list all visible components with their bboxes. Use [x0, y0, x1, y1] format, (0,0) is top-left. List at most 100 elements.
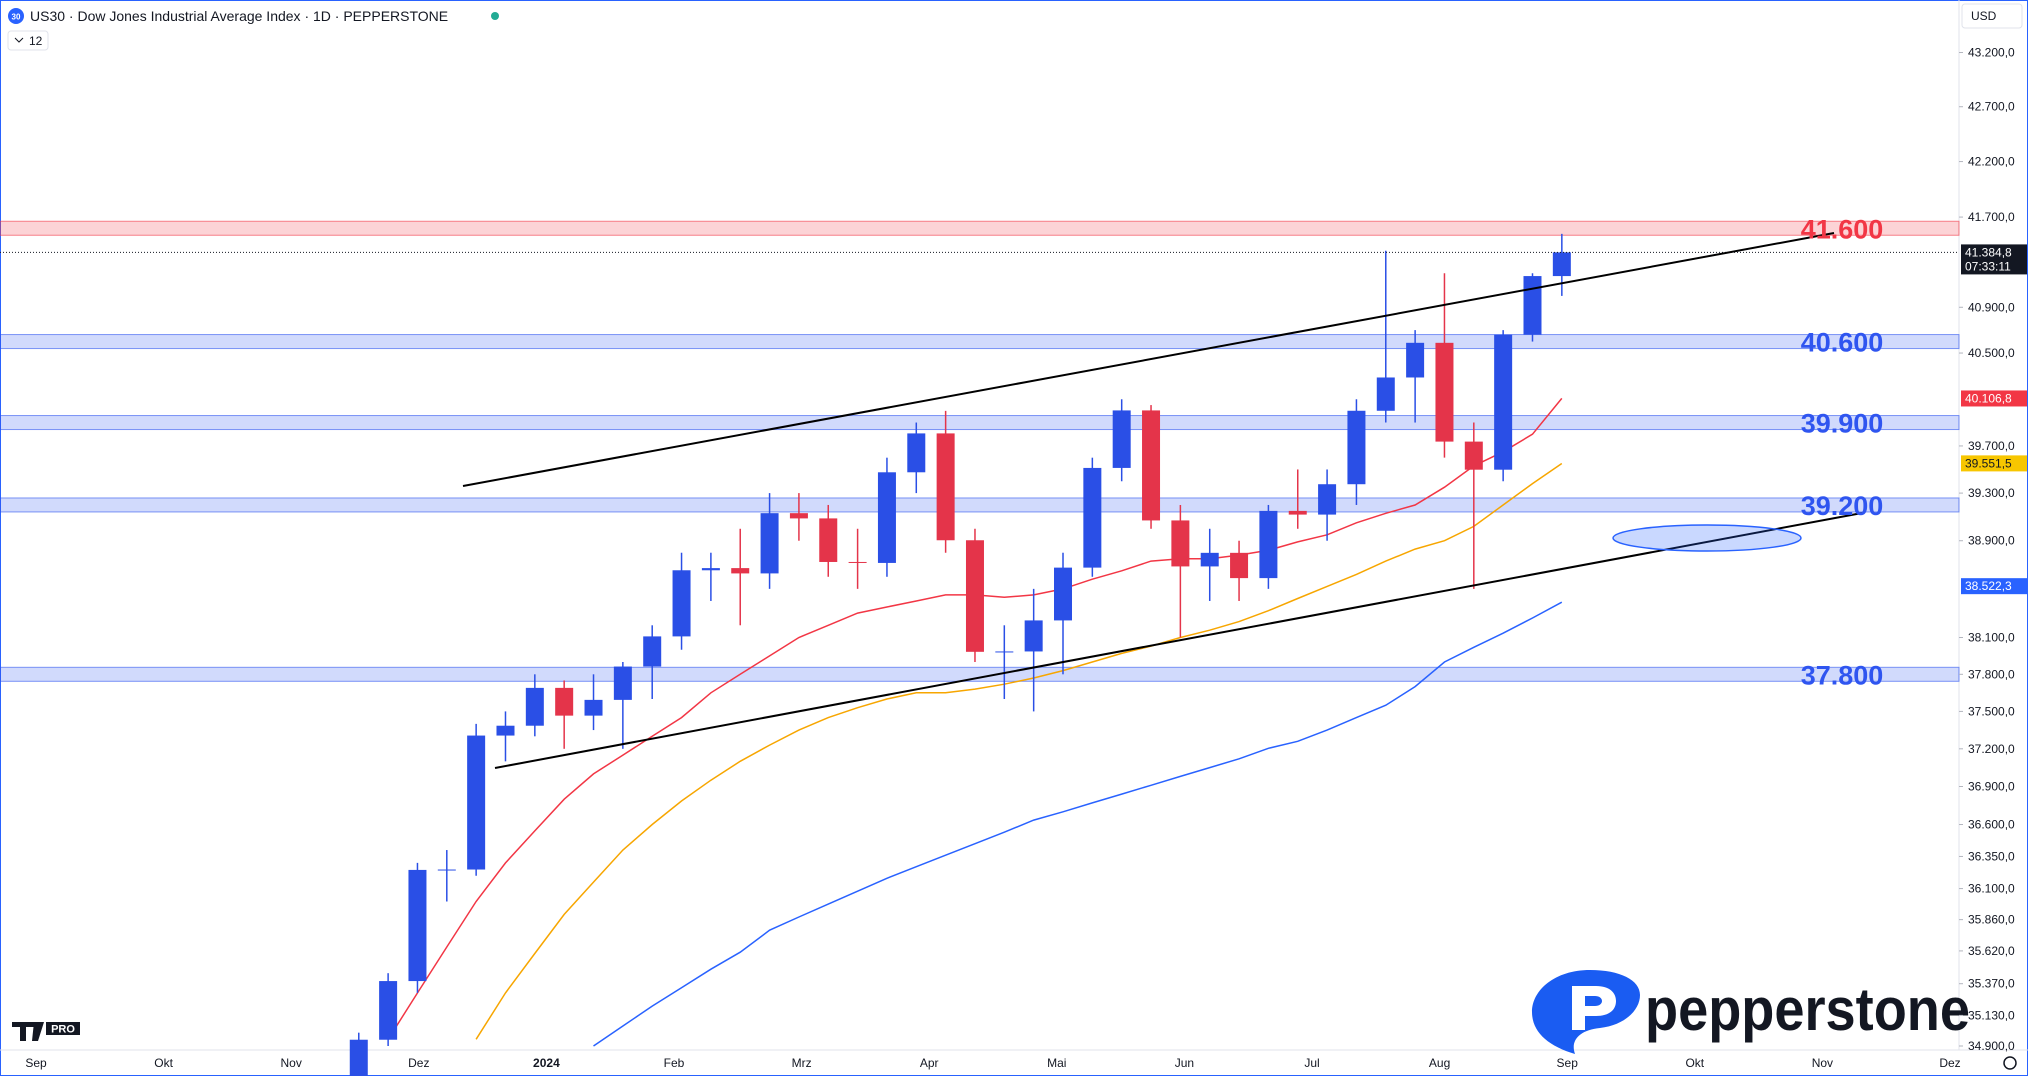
y-tick-label: 35.130,0 — [1968, 1008, 2015, 1022]
symbol-icon — [8, 8, 24, 24]
candle-body — [965, 540, 984, 652]
interval-badge[interactable]: 12 — [29, 34, 43, 48]
candle-body — [1406, 342, 1425, 378]
market-status[interactable] — [491, 12, 499, 20]
symbol-badge: 30 — [12, 13, 21, 22]
x-tick-label: Dez — [1939, 1056, 1960, 1070]
candle-body — [349, 1039, 368, 1081]
candle-body — [848, 561, 867, 563]
currency[interactable]: USD — [1971, 9, 1997, 23]
y-tick-label: 36.350,0 — [1968, 849, 2015, 863]
candle-body — [731, 568, 750, 574]
x-tick-label: Feb — [664, 1056, 685, 1070]
candle-body — [1464, 441, 1483, 470]
y-tick-label: 37.800,0 — [1968, 667, 2015, 681]
candle-body — [1171, 520, 1190, 567]
trend-line[interactable] — [462, 232, 1835, 487]
candle-body — [1083, 467, 1102, 568]
y-tick-label: 39.700,0 — [1968, 439, 2015, 453]
logo-p — [1572, 986, 1616, 1030]
x-tick-label: Sep — [25, 1056, 47, 1070]
tv-logo: PRO — [12, 1022, 80, 1041]
candle-body — [1347, 410, 1366, 485]
candle-body — [877, 472, 896, 563]
y-tick-label: 36.900,0 — [1968, 780, 2015, 794]
y-tick-label: 38.100,0 — [1968, 630, 2015, 644]
y-tick-label: 36.100,0 — [1968, 882, 2015, 896]
pepperstone-logo: pepperstone — [1532, 970, 1970, 1054]
candle-body — [379, 981, 398, 1040]
y-tick-label: 42.700,0 — [1968, 100, 2015, 114]
y-tick-label: 40.900,0 — [1968, 300, 2015, 314]
tv-mark — [12, 1022, 44, 1041]
level-zone — [0, 334, 1960, 350]
candle-body — [613, 666, 632, 700]
countdown: 07:33:11 — [1965, 259, 2011, 273]
candle-body — [760, 513, 779, 574]
indicator-toggle[interactable] — [7, 30, 49, 51]
price-label-box — [1961, 244, 2027, 275]
x-tick-label: Mai — [1047, 1056, 1066, 1070]
level-zone — [0, 666, 1960, 682]
candle-body — [1494, 334, 1513, 470]
candle-body — [467, 735, 486, 870]
x-tick-label: Okt — [154, 1056, 173, 1070]
y-tick-label: 35.620,0 — [1968, 944, 2015, 958]
candle-body — [643, 636, 662, 667]
candle-body — [1376, 377, 1395, 411]
candle-body — [701, 568, 720, 571]
level-label: 39.900 — [1801, 409, 1884, 439]
level-label: 41.600 — [1801, 214, 1884, 244]
candle-body — [1200, 552, 1219, 567]
y-tick-label: 37.200,0 — [1968, 742, 2015, 756]
candle-body — [995, 651, 1014, 653]
currency-button[interactable] — [1961, 3, 2023, 29]
y-tick-label: 38.900,0 — [1968, 534, 2015, 548]
candle-body — [907, 433, 926, 473]
price-label: 39.551,5 — [1965, 456, 2012, 470]
x-tick-label: Jun — [1175, 1056, 1194, 1070]
candle-body — [1024, 620, 1043, 652]
candle-body — [584, 699, 603, 716]
trend-line[interactable] — [494, 512, 1863, 769]
price-label: 41.384,8 — [1965, 245, 2012, 259]
y-tick-label: 41.700,0 — [1968, 210, 2015, 224]
candle-body — [496, 725, 515, 736]
candle-body — [1112, 410, 1131, 468]
x-tick-label: Dez — [408, 1056, 429, 1070]
candle-body — [525, 687, 544, 726]
candle-body — [1230, 552, 1249, 579]
candle-body — [1435, 342, 1454, 442]
y-tick-label: 42.200,0 — [1968, 155, 2015, 169]
x-tick-label: Nov — [1812, 1056, 1833, 1070]
candle-body — [1259, 510, 1278, 579]
candle-body — [1054, 567, 1073, 621]
price-label-box — [1961, 455, 2027, 472]
candle-body — [1142, 410, 1161, 521]
x-tick-label: Jul — [1304, 1056, 1319, 1070]
level-label: 37.800 — [1801, 660, 1884, 690]
highlight-ellipse[interactable] — [1612, 524, 1802, 552]
symbol-title[interactable]: US30 · Dow Jones Industrial Average Inde… — [30, 8, 448, 24]
candle-body — [437, 869, 456, 871]
y-tick-label: 35.370,0 — [1968, 977, 2015, 991]
chevron — [14, 37, 24, 43]
y-tick-label: 37.500,0 — [1968, 704, 2015, 718]
candle-body — [555, 687, 574, 716]
x-tick-label: Apr — [920, 1056, 939, 1070]
candle-body — [1523, 276, 1542, 335]
logo-text: pepperstone — [1645, 976, 1970, 1043]
price-label: 40.106,8 — [1965, 391, 2012, 405]
settings-icon[interactable] — [2003, 1056, 2017, 1070]
candle-body — [819, 518, 838, 562]
candle-body — [1318, 484, 1337, 515]
price-label: 38.522,3 — [1965, 579, 2012, 593]
plot — [0, 220, 1960, 1081]
x-tick-label: Aug — [1429, 1056, 1450, 1070]
y-tick-label: 36.600,0 — [1968, 818, 2015, 832]
x-tick-label: 2024 — [533, 1056, 560, 1070]
moving-average — [475, 462, 1563, 1040]
y-tick-label: 39.300,0 — [1968, 486, 2015, 500]
